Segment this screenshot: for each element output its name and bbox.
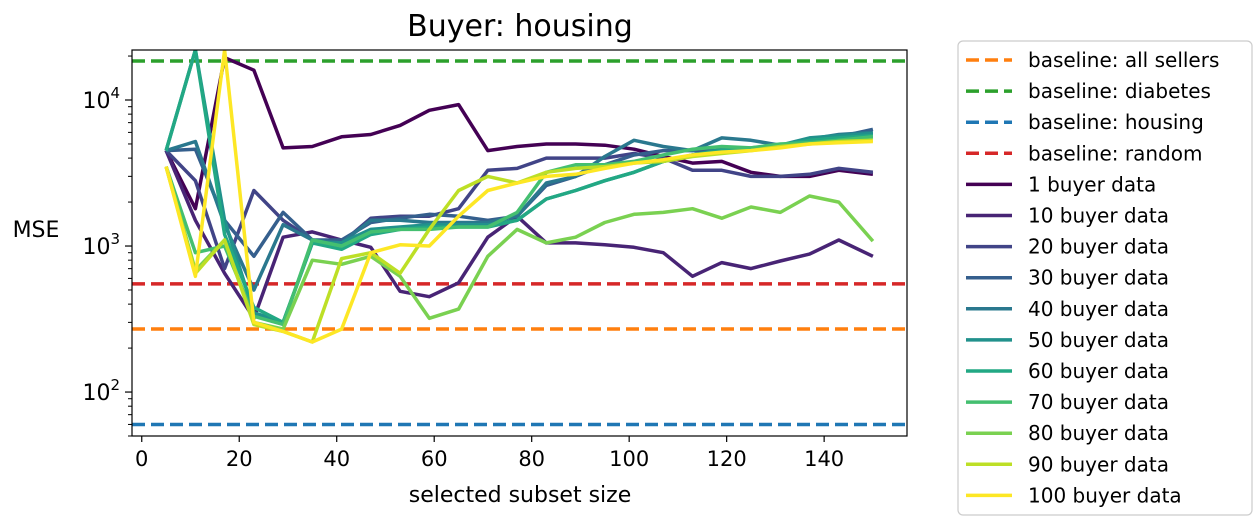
legend-label-11: 70 buyer data — [1028, 390, 1169, 414]
x-tick-label-6: 120 — [707, 447, 747, 471]
legend-label-6: 20 buyer data — [1028, 235, 1169, 259]
y-axis-label: MSE — [13, 218, 60, 243]
y-tick-label-2: 104 — [82, 84, 120, 114]
legend-label-9: 50 buyer data — [1028, 328, 1169, 352]
series-line-2 — [164, 149, 874, 271]
legend-label-8: 40 buyer data — [1028, 297, 1169, 321]
legend-label-4: 1 buyer data — [1028, 172, 1156, 196]
y-tick-label-1: 103 — [82, 230, 120, 260]
legend-label-2: baseline: housing — [1028, 110, 1204, 134]
series-line-8 — [164, 166, 875, 331]
series-line-9 — [164, 138, 873, 344]
legend-label-7: 30 buyer data — [1028, 266, 1169, 290]
legend-box — [957, 40, 1253, 516]
legend-label-0: baseline: all sellers — [1028, 48, 1219, 72]
chart-title: Buyer: housing — [407, 9, 633, 44]
legend-label-3: baseline: random — [1028, 141, 1202, 165]
x-axis-label: selected subset size — [409, 483, 632, 508]
legend-label-10: 60 buyer data — [1028, 359, 1169, 383]
x-tick-label-7: 140 — [804, 447, 844, 471]
legend-label-5: 10 buyer data — [1028, 204, 1169, 228]
series-line-10 — [164, 50, 873, 344]
x-tick-label-3: 60 — [421, 447, 448, 471]
y-tick-label-0: 102 — [82, 376, 120, 406]
legend-label-13: 90 buyer data — [1028, 452, 1169, 476]
x-tick-label-1: 20 — [226, 447, 253, 471]
x-tick-label-5: 100 — [609, 447, 649, 471]
baselines — [132, 59, 907, 427]
legend-label-1: baseline: diabetes — [1028, 79, 1211, 103]
series-line-0 — [164, 55, 874, 211]
legend-label-14: 100 buyer data — [1028, 483, 1182, 507]
x-tick-label-0: 0 — [135, 447, 148, 471]
legend: baseline: all sellers baseline: diabetes b… — [957, 40, 1253, 516]
x-tick-label-4: 80 — [518, 447, 545, 471]
series-line-7 — [164, 135, 874, 327]
series-line-4 — [165, 130, 874, 292]
x-axis-ticks: 0 20 40 60 80 100 120 140 — [135, 436, 844, 471]
series-line-6 — [164, 50, 874, 325]
legend-label-12: 80 buyer data — [1028, 421, 1169, 445]
series-lines — [164, 50, 875, 344]
x-tick-label-2: 40 — [323, 447, 350, 471]
plot-area-frame — [131, 49, 908, 437]
y-axis-ticks: 102 103 104 — [82, 55, 132, 437]
series-line-5 — [164, 50, 874, 325]
